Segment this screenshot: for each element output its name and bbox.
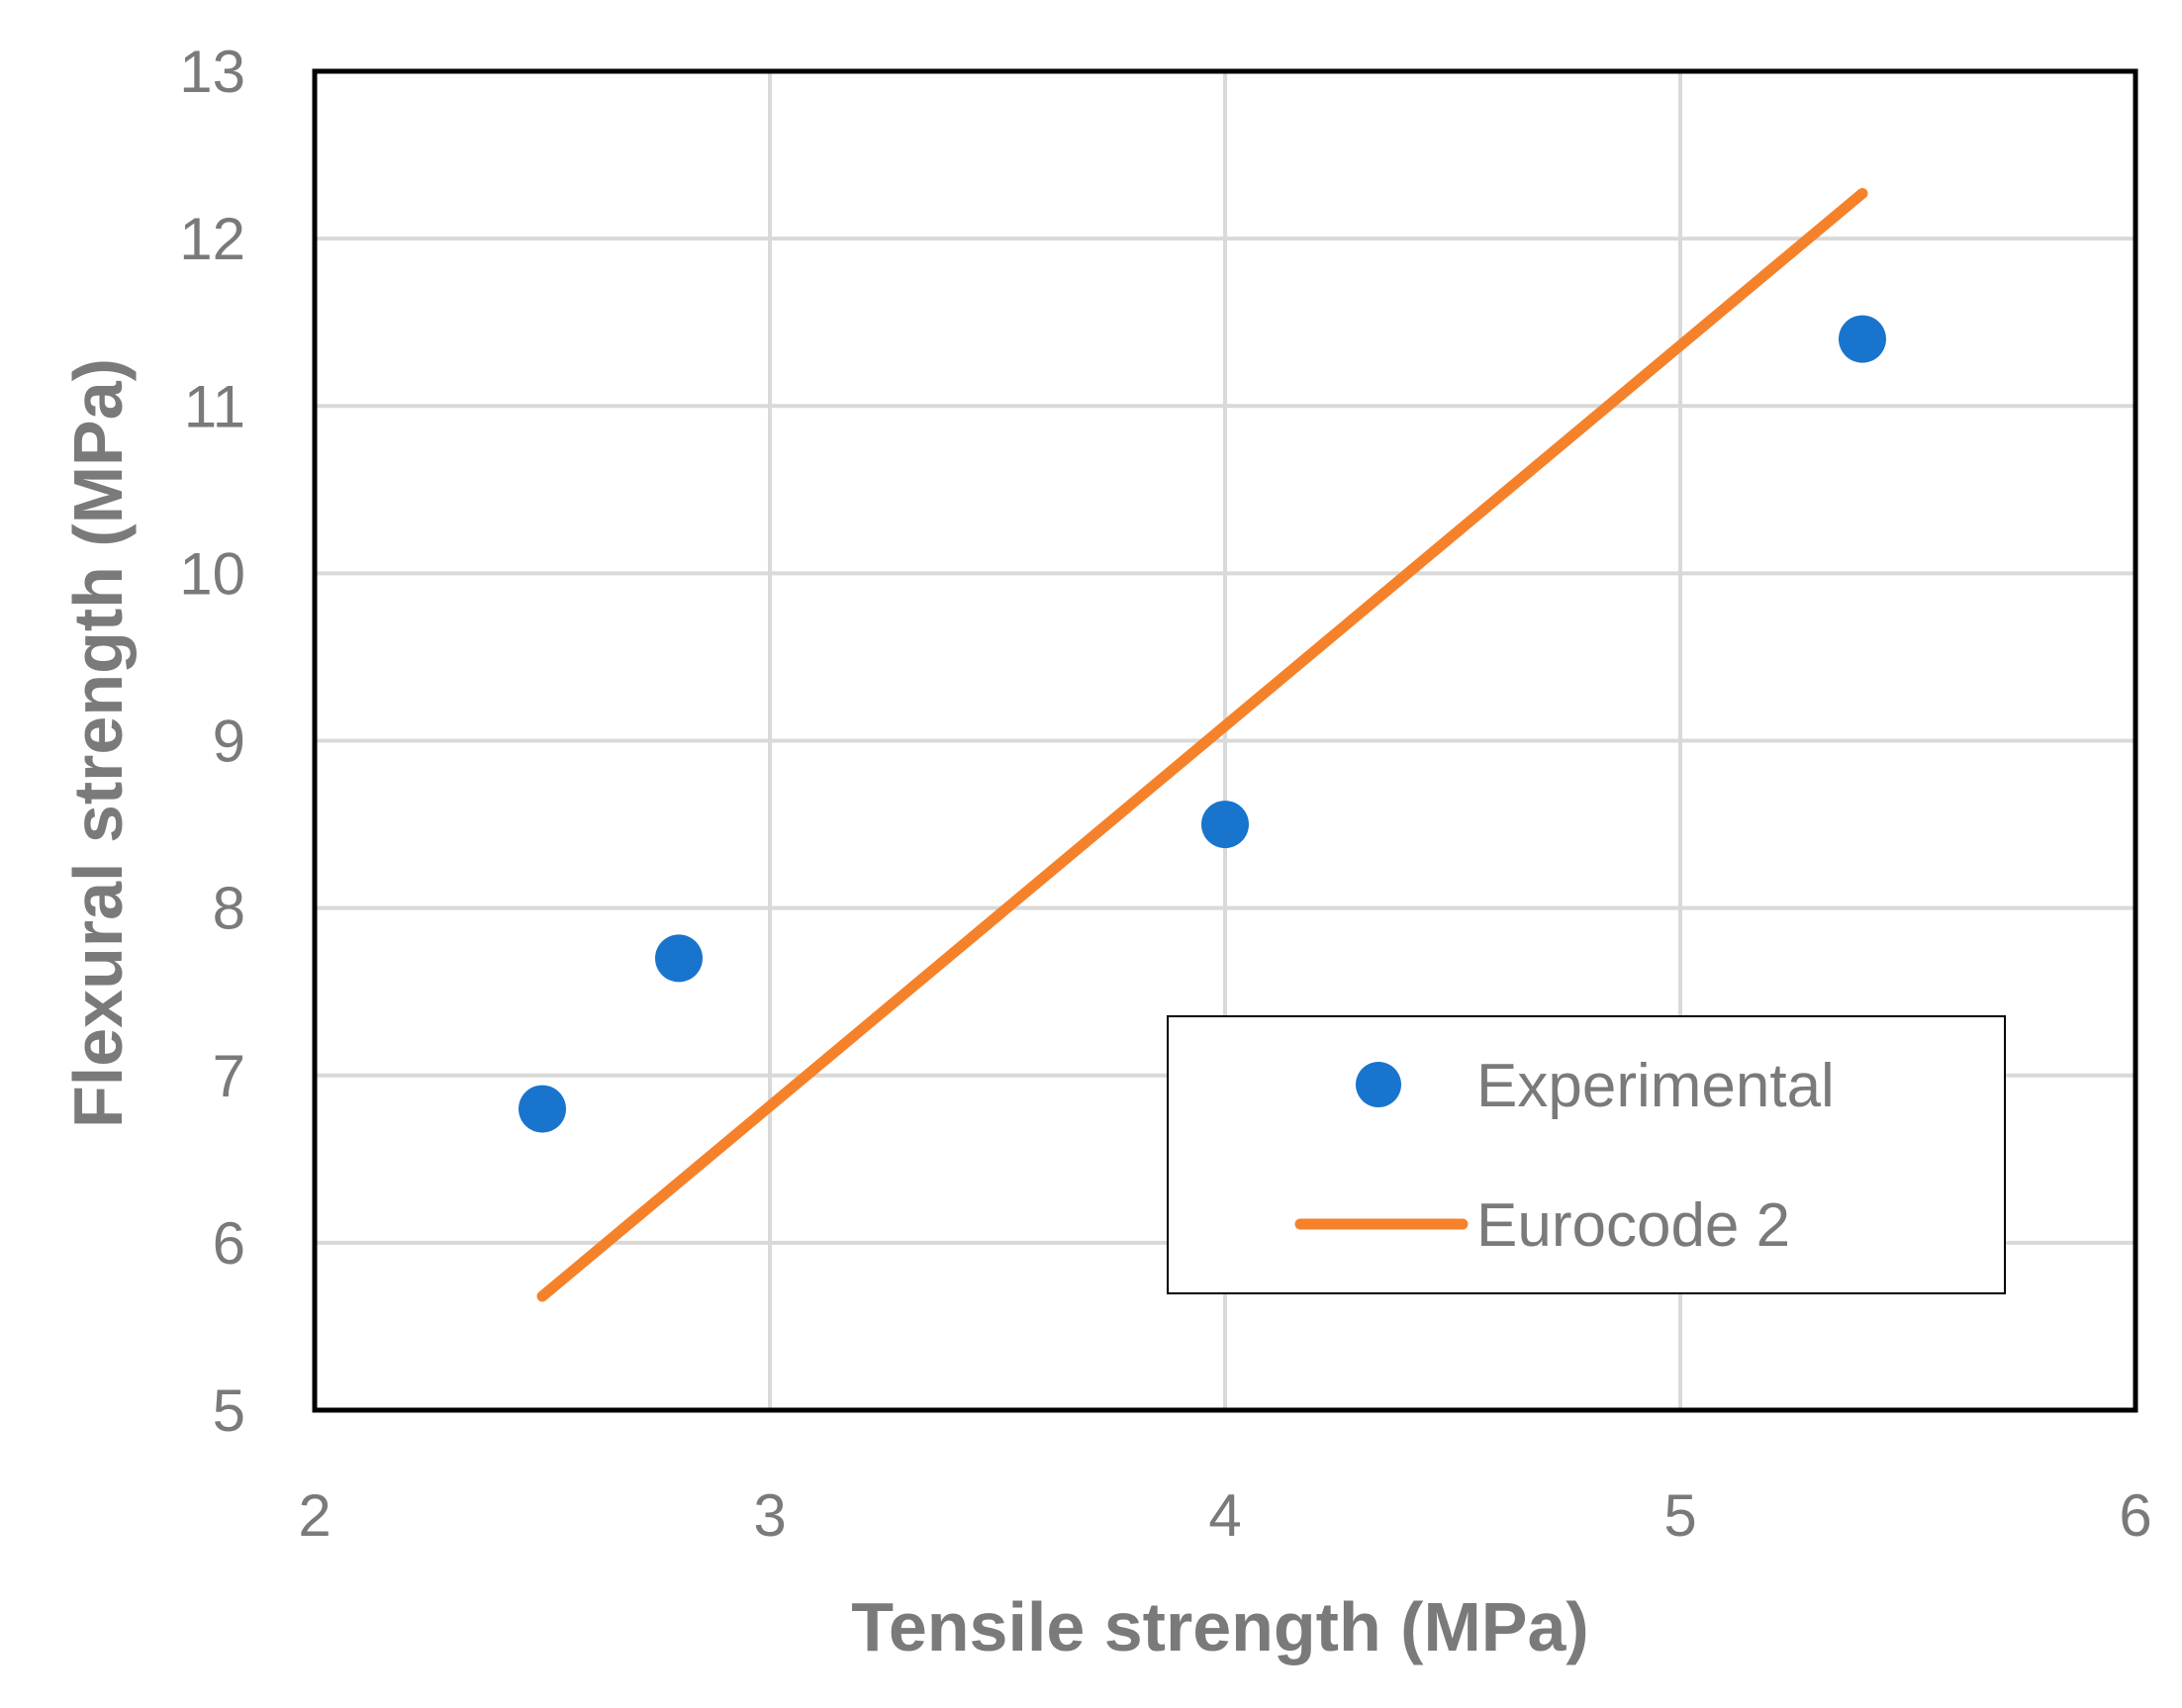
legend-marker-experimental [1356, 1062, 1401, 1107]
y-tick-label: 5 [213, 1377, 245, 1444]
x-tick-label: 3 [753, 1482, 786, 1549]
y-tick-label: 8 [213, 876, 245, 942]
y-tick-label: 7 [213, 1043, 245, 1109]
y-axis-label: Flexural strength (MPa) [59, 358, 137, 1128]
plot-frame [312, 68, 2138, 1413]
y-tick-label: 11 [184, 373, 245, 439]
legend-label-eurocode-2: Eurocode 2 [1476, 1191, 1790, 1260]
y-tick-label: 6 [213, 1210, 245, 1277]
tick-labels: 2 3 4 5 6 5 6 7 8 9 10 11 12 13 [179, 39, 2151, 1549]
y-tick-label: 13 [179, 39, 245, 105]
y-tick-label: 12 [179, 206, 245, 272]
x-tick-label: 4 [1208, 1482, 1241, 1549]
experimental-point [519, 1085, 566, 1133]
plot-area [312, 68, 2138, 1413]
x-tick-label: 6 [2119, 1482, 2151, 1549]
experimental-point [1201, 801, 1249, 849]
experimental-point [1839, 315, 1886, 363]
series [519, 187, 1886, 1302]
eurocode-2-line [536, 187, 1868, 1302]
x-axis-label: Tensile strength (MPa) [851, 1588, 1588, 1665]
y-tick-label: 10 [179, 540, 245, 607]
legend-label-experimental: Experimental [1476, 1052, 1835, 1120]
legend: Experimental Eurocode 2 [1167, 1015, 2006, 1294]
experimental-point [655, 934, 703, 983]
x-tick-label: 2 [298, 1482, 331, 1549]
x-tick-label: 5 [1663, 1482, 1696, 1549]
y-tick-label: 9 [213, 709, 245, 775]
legend-box [1167, 1015, 2006, 1294]
